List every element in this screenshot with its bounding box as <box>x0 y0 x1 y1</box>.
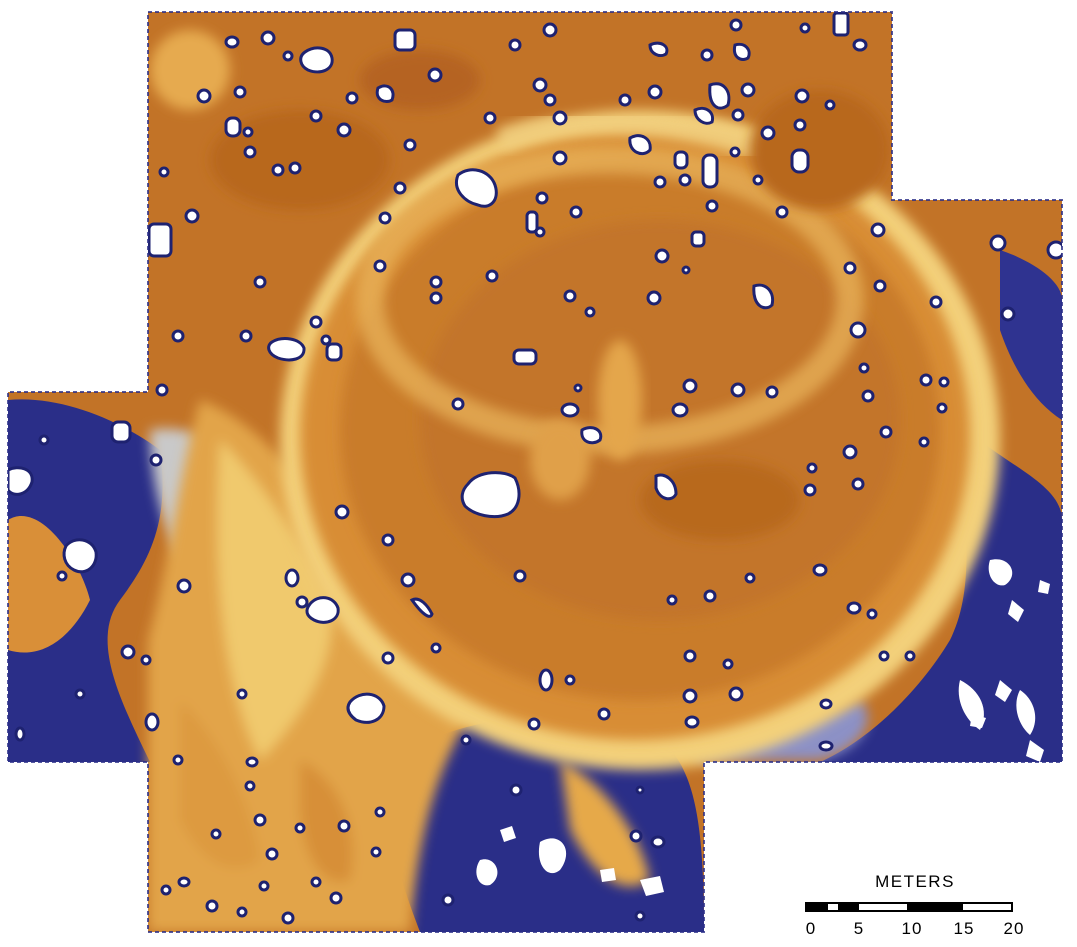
scale-tick-15: 15 <box>953 919 975 938</box>
void-patches <box>476 559 1036 886</box>
scale-segment-5-10 <box>857 902 909 912</box>
scale-segment-2-3 <box>826 902 840 912</box>
anomaly-holes <box>8 12 1062 925</box>
scale-segment-3-5 <box>840 902 857 912</box>
survey-boundary <box>7 11 1063 933</box>
scale-tick-20: 20 <box>1003 919 1025 938</box>
western-lobe <box>148 400 480 932</box>
scale-bar: METERS 0 5 10 15 20 <box>800 872 1030 942</box>
scale-segment-10-15 <box>909 902 961 912</box>
scale-tick-10: 10 <box>901 919 923 938</box>
scale-bar-graphic <box>805 902 1013 912</box>
scale-segment-0-2 <box>805 902 826 912</box>
blue-zone-voids <box>500 580 1050 896</box>
scale-segment-15-20 <box>961 902 1013 912</box>
circular-enclosure <box>280 109 1000 770</box>
scale-tick-0: 0 <box>805 919 817 938</box>
scale-title: METERS <box>875 872 955 891</box>
scale-tick-5: 5 <box>853 919 865 938</box>
